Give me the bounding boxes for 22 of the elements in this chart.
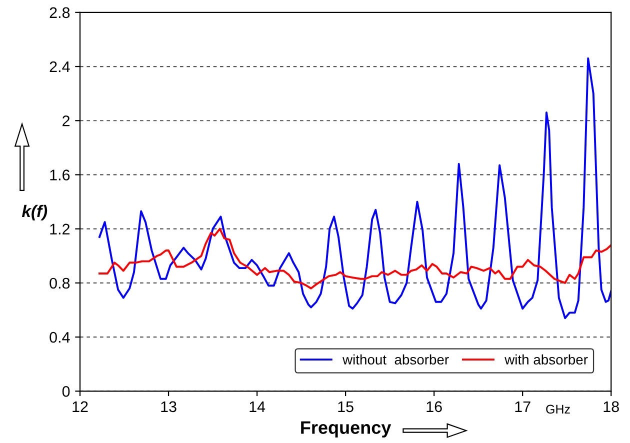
- x-axis-title: Frequency: [301, 421, 392, 438]
- line-series: [98, 228, 612, 290]
- line-series: [98, 57, 612, 320]
- y-tick-label: 2.8: [50, 7, 70, 18]
- y-tick-label: 0.8: [50, 278, 70, 289]
- x-tick-label: 12: [72, 401, 88, 412]
- x-tick-label: 15: [338, 401, 354, 412]
- y-tick-label: 1.6: [50, 170, 70, 180]
- y-axis-title: k(f): [22, 204, 48, 220]
- legend-label: with absorber: [504, 354, 588, 365]
- x-tick-label: 13: [161, 401, 176, 412]
- y-tick-label: 2: [62, 115, 70, 126]
- x-tick-label: 18: [604, 401, 619, 412]
- x-tick-label: 17: [515, 401, 530, 412]
- y-tick-label: 1.2: [50, 224, 70, 234]
- y-tick-label: 2.4: [50, 61, 70, 72]
- y-tick-label: 0: [62, 386, 70, 397]
- x-tick-label: 14: [250, 401, 266, 412]
- text: GHz: [546, 404, 570, 414]
- y-tick-label: 0.4: [50, 332, 70, 343]
- x-tick-label: 16: [426, 401, 442, 412]
- legend-label: without absorber: [342, 354, 449, 365]
